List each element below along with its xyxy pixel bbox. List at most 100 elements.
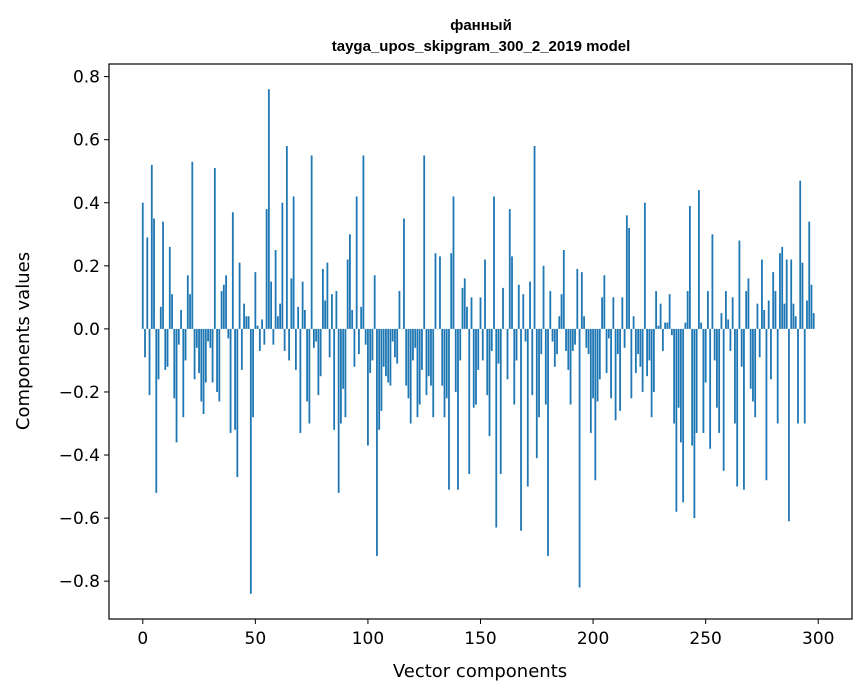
bar-45 <box>243 303 245 329</box>
bar-10 <box>164 328 167 370</box>
bar-254 <box>713 328 716 361</box>
bar-69 <box>297 306 300 329</box>
bar-206 <box>605 328 608 374</box>
bar-5 <box>153 218 155 329</box>
bar-96 <box>358 328 360 355</box>
bar-78 <box>317 328 320 396</box>
bar-26 <box>200 328 203 402</box>
bar-217 <box>630 328 633 399</box>
bar-50 <box>254 272 257 329</box>
bar-43 <box>238 262 241 329</box>
bar-102 <box>371 328 374 361</box>
bar-110 <box>389 328 392 386</box>
bar-255 <box>716 328 718 408</box>
bar-59 <box>274 250 277 329</box>
bar-295 <box>806 300 808 329</box>
bar-199 <box>589 328 592 433</box>
bar-279 <box>770 328 772 380</box>
bar-235 <box>670 328 673 336</box>
bar-74 <box>308 328 311 424</box>
bar-138 <box>452 196 455 329</box>
bar-211 <box>616 328 619 355</box>
bar-162 <box>506 328 509 380</box>
bar-97 <box>360 306 363 329</box>
bar-266 <box>740 328 743 367</box>
bar-284 <box>781 246 784 329</box>
bar-260 <box>727 319 730 329</box>
bar-220 <box>637 328 640 355</box>
bar-179 <box>544 328 547 405</box>
bar-71 <box>301 281 304 329</box>
bar-38 <box>227 328 230 339</box>
bar-263 <box>734 328 736 424</box>
bar-166 <box>515 328 518 361</box>
bar-264 <box>736 328 739 487</box>
bar-269 <box>747 278 750 329</box>
bar-236 <box>673 328 676 424</box>
ticks-group: 0 50 100 150 200 250 300 −0.8 −0.6 −0.4 −0.2 0.0 0.2… <box>59 68 835 649</box>
bar-227 <box>652 328 655 392</box>
bar-196 <box>583 316 585 329</box>
bar-63 <box>283 328 286 351</box>
bar-155 <box>490 328 493 351</box>
bar-189 <box>567 328 570 370</box>
bar-156 <box>493 196 495 329</box>
bar-231 <box>661 328 664 351</box>
bar-158 <box>497 328 500 364</box>
bar-244 <box>691 328 694 446</box>
bar-28 <box>204 328 207 383</box>
bar-176 <box>538 328 540 418</box>
bar-114 <box>398 291 401 329</box>
bar-248 <box>700 322 703 329</box>
bar-80 <box>321 268 324 329</box>
bar-85 <box>333 328 336 430</box>
bar-252 <box>709 328 712 449</box>
bar-212 <box>619 328 621 411</box>
bar-271 <box>752 328 754 402</box>
y-tick-label: −0.4 <box>59 446 100 466</box>
y-tick-label: −0.6 <box>59 509 100 529</box>
bar-288 <box>790 259 793 329</box>
plot-frame <box>108 63 853 620</box>
bar-265 <box>738 240 741 329</box>
bar-21 <box>189 294 191 329</box>
bar-3 <box>148 328 151 396</box>
bar-119 <box>409 328 412 424</box>
bar-219 <box>634 328 637 374</box>
bar-144 <box>466 306 468 329</box>
bar-18 <box>182 328 185 418</box>
bar-48 <box>249 328 252 594</box>
bar-117 <box>405 328 408 386</box>
bar-238 <box>677 328 680 408</box>
bar-25 <box>198 328 200 374</box>
bar-267 <box>743 328 745 490</box>
bar-47 <box>247 316 250 329</box>
bar-186 <box>560 294 563 329</box>
bar-294 <box>803 328 806 424</box>
bar-100 <box>367 328 369 446</box>
bar-64 <box>285 145 288 329</box>
bar-123 <box>418 328 421 405</box>
bar-53 <box>261 319 263 329</box>
bar-243 <box>688 205 691 329</box>
bar-251 <box>707 291 709 329</box>
bar-81 <box>324 300 327 329</box>
y-tick-label: 0.4 <box>73 194 100 214</box>
bar-178 <box>542 265 545 329</box>
bar-40 <box>231 212 234 329</box>
bar-185 <box>558 316 561 329</box>
bar-147 <box>472 328 475 408</box>
bar-145 <box>468 328 471 474</box>
bar-51 <box>256 325 259 329</box>
bar-291 <box>797 328 799 424</box>
bar-124 <box>421 328 423 370</box>
bar-24 <box>195 328 198 348</box>
bar-87 <box>337 328 340 493</box>
bar-230 <box>659 303 662 329</box>
chart-subtitle: tayga_upos_skipgram_300_2_2019 model <box>332 38 631 55</box>
bar-213 <box>621 297 624 329</box>
chart-title: фанный <box>450 17 512 34</box>
bar-250 <box>704 328 707 383</box>
bar-79 <box>319 328 322 377</box>
